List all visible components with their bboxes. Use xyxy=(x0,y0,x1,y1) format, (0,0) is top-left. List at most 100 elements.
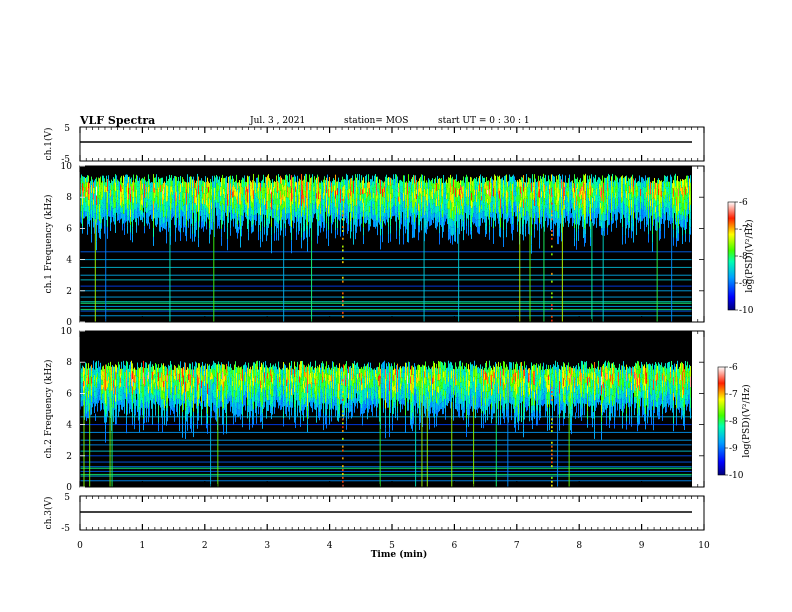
spectrogram-cell xyxy=(109,186,110,193)
spectrogram-cell xyxy=(611,209,612,221)
spectrogram-cell xyxy=(555,189,556,197)
spectrogram-cell xyxy=(582,209,583,216)
spectrogram-cell xyxy=(222,181,223,190)
spectrogram-cell xyxy=(481,213,482,219)
spectrogram-cell xyxy=(274,233,275,241)
spectrogram-cell xyxy=(341,209,342,215)
spectrogram-cell xyxy=(336,212,337,217)
spectrogram-cell xyxy=(207,212,208,218)
spectrogram-cell xyxy=(141,214,142,220)
spectrogram-cell xyxy=(305,179,306,186)
spectrogram-cell xyxy=(202,209,203,216)
spectrogram-cell xyxy=(120,198,121,206)
spectrogram-cell xyxy=(465,197,466,203)
spectrogram-cell xyxy=(526,217,527,224)
spectrogram-cell xyxy=(450,200,451,210)
spectrogram-cell xyxy=(141,199,142,205)
spectrogram-cell xyxy=(394,178,395,186)
spectrogram-cell xyxy=(647,218,648,225)
spectrogram-cell xyxy=(97,186,98,193)
spectrogram-cell xyxy=(567,211,568,217)
spectrogram-cell xyxy=(224,191,225,199)
spectrogram-cell xyxy=(333,203,334,210)
spectrogram-cell xyxy=(163,205,164,212)
spectrogram-cell xyxy=(202,186,203,193)
spectrogram-cell xyxy=(133,202,134,209)
spectrogram-cell xyxy=(152,187,153,194)
spectrogram-cell xyxy=(343,221,344,229)
spectrogram-cell xyxy=(559,228,560,237)
spectrogram-cell xyxy=(655,212,656,219)
spectrogram-cell xyxy=(447,213,448,219)
spectrogram-cell xyxy=(237,196,238,204)
spectrogram-cell xyxy=(150,196,151,202)
spectrogram-cell xyxy=(318,206,319,214)
spectrogram-cell xyxy=(381,180,382,187)
spectrogram-cell xyxy=(650,206,651,213)
spectrogram-cell xyxy=(228,182,229,189)
spectrogram-cell xyxy=(440,191,441,199)
spectrogram-cell xyxy=(511,205,512,213)
spectrogram-cell xyxy=(517,186,518,194)
spectrogram-cell xyxy=(166,201,167,210)
spectrogram-cell xyxy=(89,204,90,211)
spectrogram-cell xyxy=(249,202,250,211)
spectrogram-cell xyxy=(231,199,232,206)
spectrogram-cell xyxy=(235,204,236,213)
spectrogram-cell xyxy=(158,182,159,188)
spectrogram-cell xyxy=(474,206,475,212)
spectrogram-cell xyxy=(440,218,441,225)
spectrogram-cell xyxy=(649,177,650,184)
spectrogram-cell xyxy=(349,202,350,208)
spectrogram-cell xyxy=(515,211,516,217)
spectrogram-cell xyxy=(598,203,599,209)
spectrogram-cell xyxy=(132,219,133,228)
spectrogram-cell xyxy=(531,235,532,245)
spectrogram-cell xyxy=(686,175,687,183)
spectrogram-cell xyxy=(575,218,576,225)
spectrogram-cell xyxy=(416,212,417,218)
spectrogram-cell xyxy=(652,216,653,226)
spectrogram-cell xyxy=(534,221,535,230)
spectrogram-cell xyxy=(439,211,440,223)
spectrogram-cell xyxy=(303,202,304,211)
spectrogram-cell xyxy=(490,207,491,213)
spectrogram-cell xyxy=(135,203,136,210)
spectrogram-cell xyxy=(124,213,125,221)
spectrogram-cell xyxy=(614,199,615,205)
spectrogram-cell xyxy=(400,210,401,217)
spectrogram-cell xyxy=(86,206,87,212)
spectrogram-cell xyxy=(622,184,623,193)
spectrogram-cell xyxy=(136,218,137,226)
spectrogram-cell xyxy=(129,199,130,206)
spectrogram-cell xyxy=(272,203,273,209)
spectrogram-cell xyxy=(636,227,637,236)
spectrogram-cell xyxy=(205,202,206,209)
spectrogram-cell xyxy=(228,188,229,195)
spectrogram-cell xyxy=(411,190,412,197)
spectrogram-cell xyxy=(106,175,107,182)
spectrogram-cell xyxy=(234,214,235,219)
spectrogram-cell xyxy=(239,198,240,205)
spectrogram-cell xyxy=(659,204,660,217)
spectrogram-cell xyxy=(530,178,531,184)
spectrogram-cell xyxy=(571,181,572,186)
spectrogram-cell xyxy=(179,193,180,201)
spectrogram-cell xyxy=(445,210,446,216)
spectrogram-cell xyxy=(426,180,427,188)
spectrogram-cell xyxy=(132,182,133,190)
spectrogram-cell xyxy=(160,225,161,233)
spectrogram-cell xyxy=(345,194,346,199)
spectrogram-cell xyxy=(263,182,264,191)
spectrogram-cell xyxy=(427,194,428,200)
spectrogram-cell xyxy=(493,204,494,213)
spectrogram-cell xyxy=(538,181,539,187)
spectrogram-cell xyxy=(366,174,367,181)
spectrogram-cell xyxy=(644,193,645,200)
spectrogram-cell xyxy=(641,183,642,190)
spectrogram-cell xyxy=(526,211,527,218)
spectrogram-cell xyxy=(461,186,462,194)
spectrogram-cell xyxy=(307,242,308,252)
spectrogram-cell xyxy=(182,201,183,207)
spectrogram-cell xyxy=(548,196,549,204)
